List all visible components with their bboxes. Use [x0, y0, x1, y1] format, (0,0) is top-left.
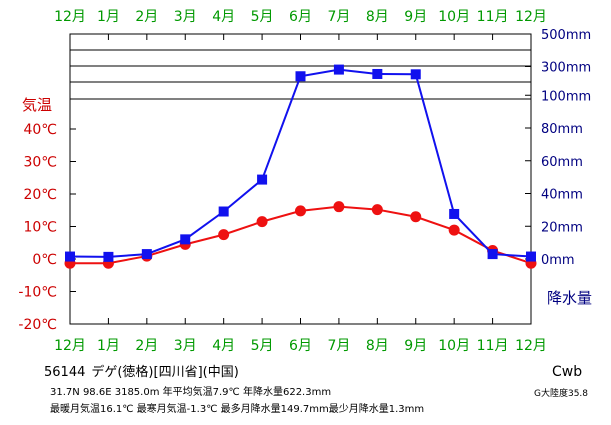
- precipitation-point: [180, 234, 191, 245]
- month-label-bottom: 4月: [212, 338, 235, 354]
- precipitation-point: [410, 69, 421, 80]
- month-label-top: 9月: [404, 9, 427, 25]
- temperature-point: [218, 229, 230, 241]
- precipitation-point: [103, 251, 114, 262]
- precipitation-point: [65, 251, 75, 262]
- precip-tick-label: 20mm: [541, 220, 583, 235]
- temperature-series: [64, 201, 537, 269]
- climate-class: Cwb: [552, 364, 583, 380]
- precip-axis-title: 降水量: [547, 289, 592, 307]
- month-label-top: 2月: [135, 9, 158, 25]
- precipitation-point: [333, 64, 344, 75]
- precipitation-line: [69, 68, 532, 258]
- station-region: [四川省](中国): [153, 365, 239, 380]
- precip-tick-label: 500mm: [541, 28, 591, 43]
- precipitation-point: [257, 174, 268, 185]
- month-label-top: 5月: [251, 9, 274, 25]
- month-label-bottom: 8月: [366, 338, 389, 354]
- temperature-point: [333, 201, 345, 213]
- month-label-top: 7月: [327, 9, 350, 25]
- month-label-bottom: 12月: [515, 338, 547, 354]
- precip-tick-label: 300mm: [541, 61, 591, 76]
- temp-tick-label: 40℃: [23, 122, 57, 138]
- temp-tick-label: 10℃: [23, 220, 57, 236]
- precip-tick-label: 60mm: [541, 155, 583, 170]
- precipitation-point: [295, 71, 306, 82]
- temperature-point: [256, 216, 268, 228]
- station-lon: 98.6E: [82, 387, 112, 398]
- warmest-month: 最暖月気温16.1℃: [50, 404, 134, 415]
- annual-temperature: 年平均気温7.9℃: [162, 387, 240, 398]
- temperature-point: [448, 224, 460, 236]
- month-label-bottom: 12月: [54, 338, 86, 354]
- month-label-bottom: 1月: [97, 338, 120, 354]
- chart-grid: [70, 49, 531, 100]
- station-title: 56144 デゲ(徳格)[四川省](中国): [44, 361, 239, 380]
- precipitation-point: [526, 251, 536, 262]
- precipitation-point: [449, 208, 460, 219]
- month-label-bottom: 9月: [404, 338, 427, 354]
- temp-tick-label: -20℃: [18, 317, 57, 333]
- month-label-top: 12月: [515, 9, 547, 25]
- month-label-bottom: 10月: [438, 338, 470, 354]
- precip-tick-label: 100mm: [541, 89, 591, 104]
- station-id: 56144: [44, 365, 86, 380]
- max-precip-month: 最多月降水量149.7mm: [220, 404, 329, 415]
- month-label-top: 11月: [477, 9, 509, 25]
- month-label-bottom: 3月: [174, 338, 197, 354]
- month-label-bottom: 11月: [477, 338, 509, 354]
- month-label-bottom: 6月: [289, 338, 312, 354]
- month-label-bottom: 2月: [135, 338, 158, 354]
- precip-tick-label: 40mm: [541, 188, 583, 203]
- month-label-top: 12月: [54, 9, 86, 25]
- station-location: 31.7N 98.6E 3185.0m 年平均気温7.9℃ 年降水量622.3m…: [50, 383, 331, 398]
- month-label-top: 8月: [366, 9, 389, 25]
- month-label-top: 4月: [212, 9, 235, 25]
- month-label-top: 10月: [438, 9, 470, 25]
- temp-axis-title: 気温: [22, 96, 52, 114]
- temp-tick-label: -10℃: [18, 285, 57, 301]
- min-precip-month: 最少月降水量1.3mm: [328, 404, 425, 415]
- month-label-top: 3月: [174, 9, 197, 25]
- station-name: デゲ(徳格): [91, 365, 154, 380]
- precip-tick-label: 0mm: [541, 253, 575, 268]
- precipitation-point: [372, 68, 383, 79]
- climate-chart: -20℃ -10℃ 0℃ 10℃ 20℃ 30℃ 40℃ 気温 0mm 20mm 40mm 60mm 8…: [18, 9, 592, 354]
- continentality-index: G大陸度35.8: [534, 389, 589, 399]
- precipitation-point: [487, 249, 498, 260]
- temperature-point: [295, 205, 306, 217]
- annual-precipitation: 年降水量622.3mm: [242, 387, 332, 398]
- coldest-month: 最寒月気温-1.3℃: [136, 404, 218, 415]
- month-label-top: 1月: [97, 9, 120, 25]
- station-info: 56144 デゲ(徳格)[四川省](中国) 31.7N 98.6E 3185.0m…: [0, 356, 611, 425]
- temp-tick-label: 0℃: [32, 252, 57, 268]
- precipitation-series: [65, 64, 536, 262]
- station-altitude: 3185.0m: [114, 387, 160, 398]
- month-label-bottom: 5月: [251, 338, 274, 354]
- precipitation-point: [141, 249, 152, 260]
- month-label-bottom: 7月: [327, 338, 350, 354]
- precip-tick-label: 80mm: [541, 122, 583, 137]
- station-extremes: 最暖月気温16.1℃ 最寒月気温-1.3℃ 最多月降水量149.7mm最少月降水…: [50, 400, 424, 415]
- temp-tick-label: 30℃: [23, 155, 57, 171]
- axis-labels: -20℃ -10℃ 0℃ 10℃ 20℃ 30℃ 40℃ 気温 0mm 20mm 40mm 60mm 8…: [18, 9, 592, 354]
- temperature-point: [371, 204, 383, 216]
- temp-tick-label: 20℃: [23, 187, 57, 203]
- station-lat: 31.7N: [50, 387, 80, 398]
- precipitation-point: [218, 206, 229, 217]
- temperature-point: [410, 211, 422, 223]
- month-label-top: 6月: [289, 9, 312, 25]
